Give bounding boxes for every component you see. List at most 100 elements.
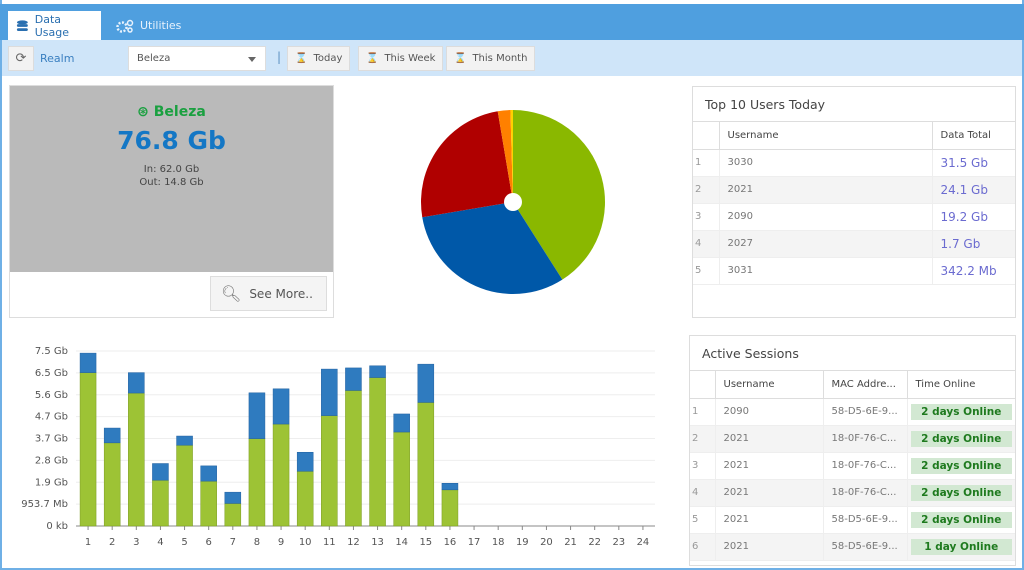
table-row[interactable]: 6 2021 58-D5-6E-9... 1 day Online [690, 533, 1015, 561]
bar-in[interactable] [272, 423, 290, 527]
pie-slice-2090[interactable] [421, 111, 513, 218]
x-tick-label: 6 [206, 537, 212, 548]
bar-out[interactable] [393, 413, 410, 433]
status-badge: 2 days Online [910, 511, 1012, 528]
mac-address-cell: 58-D5-6E-9... [822, 398, 907, 426]
refresh-button[interactable]: ⟳ [8, 46, 34, 71]
panel-title: Top 10 Users Today [693, 87, 1015, 122]
table-row[interactable]: 3 2090 19.2 Gb [693, 203, 1015, 231]
pie-slice-3030[interactable] [513, 110, 605, 280]
x-tick-label: 17 [468, 537, 481, 548]
table-row[interactable]: 3 2021 18-0F-76-C... 2 days Online [690, 452, 1015, 480]
bar-in[interactable] [128, 392, 145, 527]
bar-out[interactable] [103, 427, 121, 444]
row-index: 5 [690, 506, 715, 534]
x-tick-label: 23 [612, 537, 625, 548]
bar-out[interactable] [369, 365, 386, 378]
row-index: 5 [693, 257, 719, 285]
bar-out[interactable] [345, 367, 362, 391]
x-tick-label: 4 [157, 537, 163, 548]
tab-utilities[interactable]: Utilities [108, 11, 189, 40]
today-button[interactable]: ⌛ Today [287, 46, 351, 71]
x-tick-label: 14 [395, 537, 408, 548]
bar-in[interactable] [79, 372, 97, 527]
bar-out[interactable] [417, 363, 435, 403]
table-row[interactable]: 5 3031 342.2 Mb [693, 257, 1015, 285]
toolbar: ⟳ Realm Beleza | ⌛ Today ⌛ This Week ⌛ This… [2, 40, 1022, 76]
bar-out[interactable] [176, 435, 193, 446]
in-usage: In: 62.0 Gb [143, 164, 200, 175]
table-row[interactable]: 1 3030 31.5 Gb [693, 149, 1015, 177]
x-tick-label: 18 [492, 537, 505, 548]
bar-out[interactable] [152, 463, 169, 481]
x-tick-label: 7 [230, 537, 236, 548]
x-tick-label: 12 [347, 537, 360, 548]
pie-center-hole [504, 193, 522, 211]
username-cell: 2027 [718, 230, 932, 258]
table-row[interactable]: 5 2021 58-D5-6E-9... 2 days Online [690, 506, 1015, 534]
bar-out[interactable] [248, 392, 266, 439]
top-users-table: Username Data Total 1 3030 31.5 Gb 2 2021 24.1… [693, 122, 1015, 285]
bar-in[interactable] [296, 471, 314, 527]
bar-in[interactable] [441, 489, 459, 527]
bar-out[interactable] [441, 482, 459, 491]
table-row[interactable]: 2 2021 18-0F-76-C... 2 days Online [690, 425, 1015, 453]
x-tick-label: 22 [588, 537, 601, 548]
mac-address-cell: 18-0F-76-C... [822, 452, 907, 480]
bar-in[interactable] [321, 415, 338, 527]
bar-in[interactable] [248, 438, 266, 527]
table-row[interactable]: 1 2090 58-D5-6E-9... 2 days Online [690, 398, 1015, 426]
table-row[interactable]: 4 2027 1.7 Gb [693, 230, 1015, 258]
row-index: 1 [693, 149, 719, 177]
data-total-cell: 31.5 Gb [931, 149, 1015, 177]
bar-in[interactable] [224, 503, 242, 527]
bar-in[interactable] [369, 377, 386, 527]
bar-out[interactable] [79, 352, 97, 373]
bar-in[interactable] [103, 442, 121, 527]
x-tick-label: 13 [371, 537, 384, 548]
this-month-button[interactable]: ⌛ This Month [446, 46, 536, 71]
x-tick-label: 2 [109, 537, 115, 548]
bar-in[interactable] [345, 390, 362, 527]
status-badge: 2 days Online [910, 484, 1012, 501]
pie-slice-3031[interactable] [510, 110, 513, 202]
see-more-button[interactable]: 🔍︎ See More.. [210, 276, 327, 311]
status-badge: 2 days Online [910, 457, 1012, 474]
globe-icon: ⊛ [137, 104, 149, 120]
bar-in[interactable] [152, 479, 169, 527]
bar-in[interactable] [200, 480, 217, 527]
bar-in[interactable] [393, 431, 410, 527]
time-online-cell: 2 days Online [906, 398, 1015, 426]
bar-out[interactable] [321, 368, 338, 416]
time-online-cell: 2 days Online [906, 452, 1015, 480]
bar-out[interactable] [128, 372, 145, 394]
bar-out[interactable] [296, 451, 314, 472]
x-tick-label: 15 [419, 537, 432, 548]
realm-select[interactable]: Beleza [128, 46, 266, 71]
this-week-button[interactable]: ⌛ This Week [358, 46, 444, 71]
bar-out[interactable] [272, 388, 290, 425]
pie-slice-2027[interactable] [497, 110, 513, 202]
time-online-cell: 2 days Online [906, 506, 1015, 534]
data-total-cell: 342.2 Mb [931, 257, 1015, 285]
username-cell: 2021 [714, 506, 823, 534]
table-row[interactable]: 2 2021 24.1 Gb [693, 176, 1015, 204]
bar-in[interactable] [176, 444, 193, 527]
bar-in[interactable] [417, 402, 435, 527]
pie-slice-2021[interactable] [422, 202, 563, 294]
username-cell: 3030 [718, 149, 932, 177]
username-cell: 2021 [718, 176, 932, 204]
username-cell: 2090 [718, 203, 932, 231]
x-tick-label: 5 [181, 537, 187, 548]
hourglass-icon: ⌛ [295, 53, 308, 64]
x-tick-label: 21 [564, 537, 577, 548]
active-sessions-panel: Active Sessions Username MAC Addre... Time… [689, 335, 1016, 566]
tab-data-usage[interactable]: Data Usage [8, 11, 101, 40]
bar-out[interactable] [200, 465, 217, 482]
gears-icon [116, 19, 134, 33]
table-row[interactable]: 4 2021 18-0F-76-C... 2 days Online [690, 479, 1015, 507]
bar-out[interactable] [224, 491, 242, 504]
daily-usage-bar-chart: 0 kb 953.7 Mb 1.9 Gb 2.8 Gb 3.7 Gb 4.7 Gb 5.6 … [21, 346, 655, 548]
